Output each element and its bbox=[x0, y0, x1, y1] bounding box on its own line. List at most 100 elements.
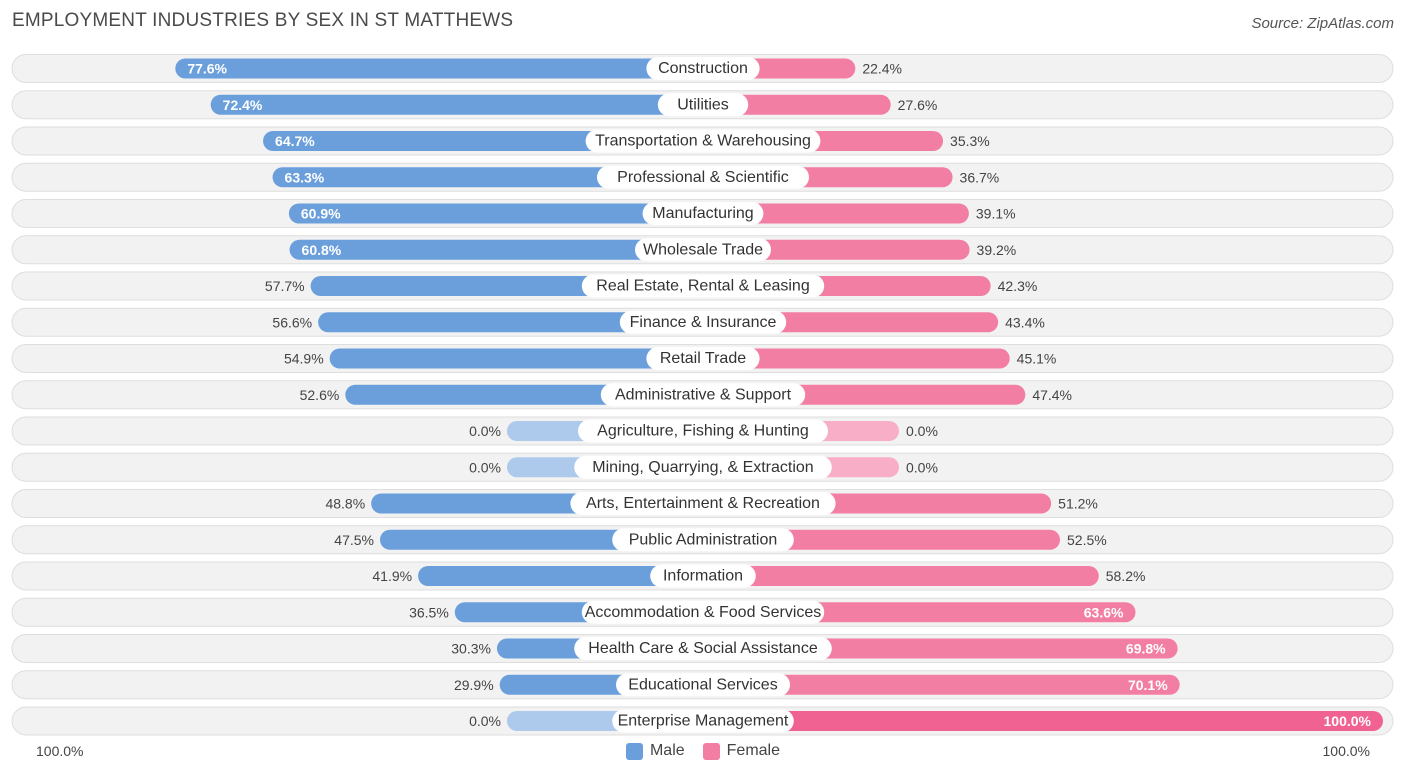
male-value-label: 47.5% bbox=[334, 532, 374, 548]
legend-label-male: Male bbox=[649, 742, 685, 759]
category-label: Retail Trade bbox=[660, 350, 746, 367]
female-bar bbox=[695, 348, 1010, 369]
category-label: Educational Services bbox=[628, 676, 777, 693]
category-label: Utilities bbox=[677, 96, 729, 113]
category-label-pill bbox=[581, 274, 825, 298]
category-label-pill bbox=[574, 637, 832, 660]
category-label-pill bbox=[616, 673, 790, 697]
legend-item-male: Male bbox=[625, 742, 685, 760]
female-value-label: 43.4% bbox=[1005, 314, 1045, 330]
legend-item-female: Female bbox=[702, 742, 781, 760]
category-label: Real Estate, Rental & Leasing bbox=[596, 278, 809, 295]
male-value-label: 60.8% bbox=[302, 242, 342, 258]
category-label: Finance & Insurance bbox=[630, 314, 777, 331]
female-value-label: 69.8% bbox=[1126, 641, 1166, 657]
male-value-label: 57.7% bbox=[265, 278, 305, 294]
chart-canvas: 77.6% 22.4% Construction 72.4% 27.6% Utilitie… bbox=[11, 54, 1394, 736]
female-bar bbox=[695, 566, 1099, 586]
male-value-label: 63.3% bbox=[285, 169, 325, 185]
legend-label-female: Female bbox=[726, 742, 781, 759]
female-value-label: 36.7% bbox=[960, 169, 1000, 185]
category-label: Mining, Quarrying, & Extraction bbox=[592, 459, 813, 476]
male-value-label: 72.4% bbox=[223, 97, 263, 113]
female-bar bbox=[695, 674, 1180, 695]
category-label: Transportation & Warehousing bbox=[595, 133, 811, 150]
male-bar bbox=[210, 94, 711, 115]
category-label: Accommodation & Food Services bbox=[585, 604, 822, 621]
male-value-label: 41.9% bbox=[372, 568, 412, 584]
female-value-label: 0.0% bbox=[906, 459, 938, 475]
category-label-pill bbox=[612, 528, 794, 552]
female-value-label: 70.1% bbox=[1128, 677, 1168, 693]
female-bar bbox=[695, 711, 1383, 731]
category-label: Agriculture, Fishing & Hunting bbox=[597, 423, 809, 440]
category-label: Construction bbox=[658, 60, 748, 77]
legend: Male Female bbox=[0, 742, 1406, 760]
male-value-label: 56.6% bbox=[272, 314, 312, 330]
female-value-label: 45.1% bbox=[1017, 351, 1057, 367]
male-value-label: 64.7% bbox=[275, 133, 315, 149]
female-value-label: 39.1% bbox=[976, 206, 1016, 222]
category-label: Information bbox=[663, 568, 743, 585]
category-label: Health Care & Social Assistance bbox=[588, 640, 818, 657]
male-value-label: 54.9% bbox=[284, 351, 324, 367]
chart-title: EMPLOYMENT INDUSTRIES BY SEX IN ST MATTH… bbox=[12, 10, 514, 31]
category-label: Wholesale Trade bbox=[643, 241, 763, 258]
female-value-label: 42.3% bbox=[998, 278, 1038, 294]
legend-swatch-female bbox=[702, 742, 720, 760]
female-value-label: 51.2% bbox=[1058, 496, 1098, 512]
female-value-label: 39.2% bbox=[977, 242, 1017, 258]
legend-swatch-male bbox=[625, 742, 643, 760]
female-value-label: 47.4% bbox=[1032, 387, 1072, 403]
female-value-label: 0.0% bbox=[906, 423, 938, 439]
category-label-pill bbox=[597, 165, 809, 189]
male-value-label: 30.3% bbox=[451, 641, 491, 657]
female-value-label: 58.2% bbox=[1106, 568, 1146, 584]
male-bar bbox=[318, 312, 711, 333]
category-label-pill bbox=[574, 455, 832, 479]
male-value-label: 52.6% bbox=[300, 387, 340, 403]
female-value-label: 100.0% bbox=[1324, 713, 1372, 729]
category-label-pill bbox=[650, 564, 756, 588]
female-value-label: 35.3% bbox=[950, 133, 990, 149]
source-credit: Source: ZipAtlas.com bbox=[1251, 15, 1394, 32]
female-value-label: 27.6% bbox=[898, 97, 938, 113]
category-label-pill bbox=[585, 129, 821, 153]
male-value-label: 0.0% bbox=[469, 459, 501, 475]
category-label-pill bbox=[646, 57, 760, 80]
male-value-label: 0.0% bbox=[469, 423, 501, 439]
category-label-pill bbox=[635, 238, 771, 262]
male-bar bbox=[329, 348, 711, 369]
category-label-pill bbox=[612, 709, 794, 733]
category-label: Public Administration bbox=[629, 531, 778, 548]
category-label-pill bbox=[570, 492, 836, 515]
category-label-pill bbox=[581, 600, 825, 624]
male-value-label: 36.5% bbox=[409, 604, 449, 620]
male-bar bbox=[288, 203, 711, 224]
category-label: Professional & Scientific bbox=[617, 169, 789, 186]
male-value-label: 77.6% bbox=[187, 61, 227, 77]
female-bar bbox=[695, 203, 969, 224]
category-label-pill bbox=[646, 347, 760, 370]
category-label: Enterprise Management bbox=[618, 713, 789, 730]
category-label: Arts, Entertainment & Recreation bbox=[586, 495, 820, 512]
category-label-pill bbox=[657, 93, 749, 117]
category-label-pill bbox=[619, 310, 787, 334]
category-label-pill bbox=[578, 419, 828, 443]
male-bar bbox=[289, 239, 711, 260]
male-bar bbox=[418, 566, 711, 586]
category-label: Manufacturing bbox=[652, 205, 753, 222]
male-value-label: 29.9% bbox=[454, 677, 494, 693]
category-label-pill bbox=[600, 383, 806, 407]
female-value-label: 63.6% bbox=[1084, 604, 1124, 620]
male-bar bbox=[175, 58, 711, 79]
female-value-label: 52.5% bbox=[1067, 532, 1107, 548]
female-value-label: 22.4% bbox=[862, 61, 902, 77]
male-value-label: 60.9% bbox=[301, 206, 341, 222]
male-value-label: 48.8% bbox=[325, 496, 365, 512]
category-label: Administrative & Support bbox=[615, 386, 792, 403]
axis-left-label: 100.0% bbox=[36, 743, 84, 759]
axis-right-label: 100.0% bbox=[1322, 743, 1370, 759]
male-value-label: 0.0% bbox=[469, 713, 501, 729]
category-label-pill bbox=[642, 202, 764, 225]
